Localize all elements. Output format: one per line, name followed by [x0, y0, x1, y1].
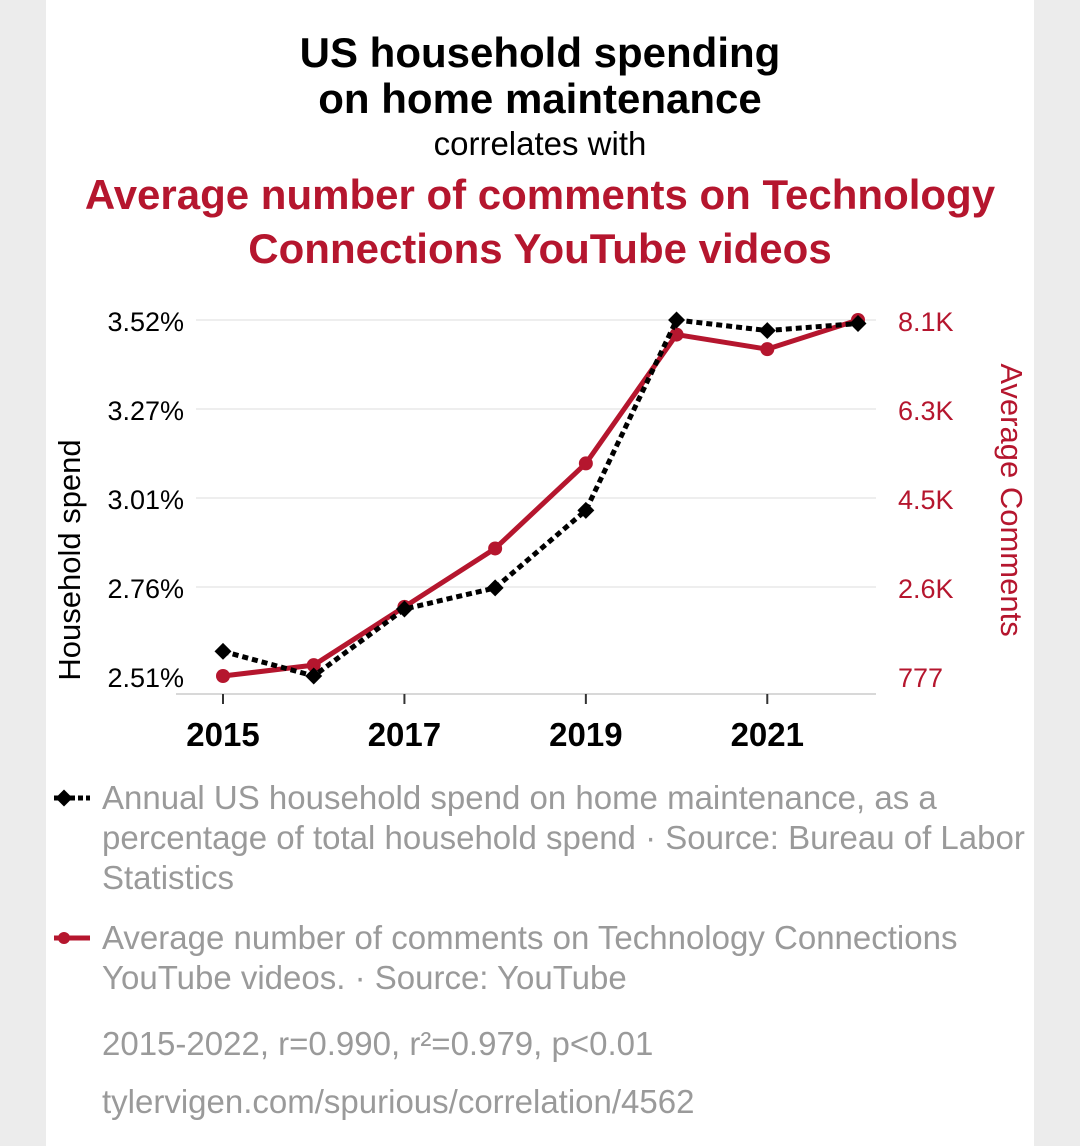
title-line-1: US household spending — [299, 29, 781, 76]
right-tick-label: 777 — [898, 663, 943, 693]
chart-card: US household spending on home maintenanc… — [46, 0, 1034, 1146]
legend-symbol-solid-circle — [54, 932, 90, 944]
right-axis-label: Average Comments — [994, 363, 1029, 636]
line-chart: 3.52% 3.27% 3.01% 2.76% 2.51% 8.1K 6.3K 4.5K 2.… — [52, 307, 1029, 753]
x-tick-label: 2021 — [731, 716, 804, 753]
x-tick-label: 2019 — [549, 716, 622, 753]
legend-label-household-spend: Annual US household spend on home mainte… — [102, 779, 1025, 896]
legend-item-comments: Average number of comments on Technology… — [46, 918, 1034, 998]
stats-text: 2015-2022, r=0.990, r²=0.979, p<0.01 — [102, 1025, 654, 1062]
comments-point — [669, 327, 684, 342]
legend-item-household-spend: Annual US household spend on home mainte… — [46, 778, 1034, 898]
right-tick-label: 8.1K — [898, 307, 954, 337]
household-spend-point — [305, 667, 323, 685]
grid-lines — [196, 319, 876, 588]
right-tick-label: 2.6K — [898, 574, 954, 604]
legend-label-comments: Average number of comments on Technology… — [102, 919, 958, 996]
left-margin — [0, 0, 47, 1146]
household-spend-line — [222, 317, 859, 679]
comments-point — [216, 669, 230, 683]
left-tick-label: 3.52% — [107, 307, 184, 337]
household-spend-point — [214, 642, 232, 660]
left-tick-label: 2.51% — [107, 663, 184, 693]
legend-symbol-dotted-diamond — [54, 789, 90, 807]
right-axis-ticks: 8.1K 6.3K 4.5K 2.6K 777 — [898, 307, 954, 693]
comments-line — [222, 317, 859, 679]
source-url[interactable]: tylervigen.com/spurious/correlation/4562 — [102, 1083, 695, 1120]
x-tick-label: 2015 — [186, 716, 259, 753]
title2-line-1: Average number of comments on Technology — [84, 171, 996, 218]
comments-point — [306, 658, 321, 673]
title-line-2: on home maintenance — [318, 75, 762, 122]
left-tick-label: 2.76% — [107, 574, 184, 604]
comments-point — [760, 342, 775, 357]
comments-point — [488, 541, 503, 556]
right-margin — [1033, 0, 1080, 1146]
left-tick-label: 3.27% — [107, 396, 184, 426]
household-spend-point — [758, 322, 776, 340]
series-household-spend — [214, 311, 867, 685]
legend: Annual US household spend on home mainte… — [46, 778, 1034, 998]
household-spend-point — [395, 600, 413, 618]
left-tick-label: 3.01% — [107, 485, 184, 515]
left-axis-label: Household spend — [52, 439, 87, 680]
connector-text: correlates with — [433, 125, 647, 162]
comments-point — [578, 456, 593, 471]
household-spend-point — [486, 579, 504, 597]
right-tick-label: 4.5K — [898, 485, 954, 515]
household-spend-point — [849, 315, 867, 333]
x-tick-label: 2017 — [368, 716, 441, 753]
household-spend-point — [668, 311, 686, 329]
x-axis-ticks: 2015 2017 2019 2021 — [186, 694, 804, 753]
household-spend-point — [577, 501, 595, 519]
title-block: US household spending on home maintenanc… — [46, 30, 1034, 272]
title2-line-2: Connections YouTube videos — [248, 225, 832, 272]
right-tick-label: 6.3K — [898, 396, 954, 426]
left-axis-ticks: 3.52% 3.27% 3.01% 2.76% 2.51% — [107, 307, 184, 693]
